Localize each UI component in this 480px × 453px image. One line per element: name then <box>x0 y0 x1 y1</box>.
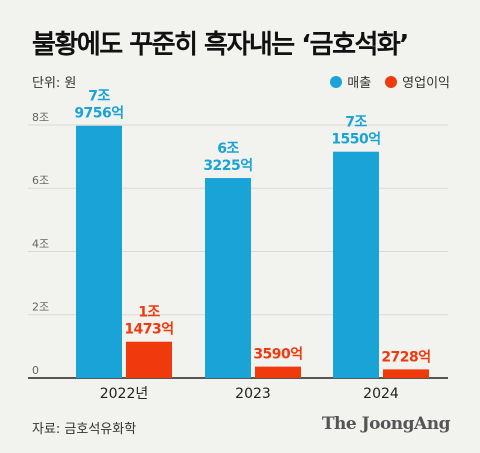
data-label-sales: 6조 <box>217 141 239 157</box>
y-tick-label: 2조 <box>32 301 49 314</box>
x-tick-label: 2022년 <box>100 386 149 402</box>
bar-sales <box>333 151 379 378</box>
bar-sales <box>205 178 251 378</box>
unit-label: 단위: 원 <box>32 76 77 91</box>
bar-sales <box>76 125 122 378</box>
brand-logo: The JoongAng <box>321 414 451 434</box>
y-tick-label: 0 <box>32 364 39 377</box>
data-label-profit: 1473억 <box>124 322 173 338</box>
bar-profit <box>383 369 429 378</box>
data-label-sales: 7조 <box>88 89 110 105</box>
source-note: 자료: 금호석유화학 <box>32 422 137 437</box>
data-label-sales: 7조 <box>345 115 367 131</box>
y-tick-label: 4조 <box>32 237 49 250</box>
data-label-profit: 2728억 <box>381 349 430 365</box>
legend-label-sales: 매출 <box>347 76 372 91</box>
bar-profit <box>126 341 172 378</box>
legend: 매출 영업이익 <box>322 72 450 91</box>
y-tick-label: 6조 <box>32 174 49 187</box>
data-label-sales: 3225억 <box>203 158 252 174</box>
chart-title: 불황에도 꾸준히 흑자내는 ‘금호석화’ <box>32 30 409 60</box>
data-label-profit: 1조 <box>138 305 160 321</box>
bar-profit <box>255 366 301 378</box>
legend-swatch-profit <box>385 75 398 88</box>
legend-label-profit: 영업이익 <box>402 76 450 91</box>
x-tick-label: 2023 <box>235 386 271 402</box>
data-label-profit: 3590억 <box>253 347 302 363</box>
x-tick-label: 2024 <box>363 386 399 402</box>
legend-swatch-sales <box>330 75 343 88</box>
legend-item-profit: 영업이익 <box>385 72 450 91</box>
data-label-sales: 9756억 <box>74 106 123 122</box>
y-tick-label: 8조 <box>32 111 49 124</box>
data-label-sales: 1550억 <box>331 132 380 148</box>
legend-item-sales: 매출 <box>330 72 371 91</box>
